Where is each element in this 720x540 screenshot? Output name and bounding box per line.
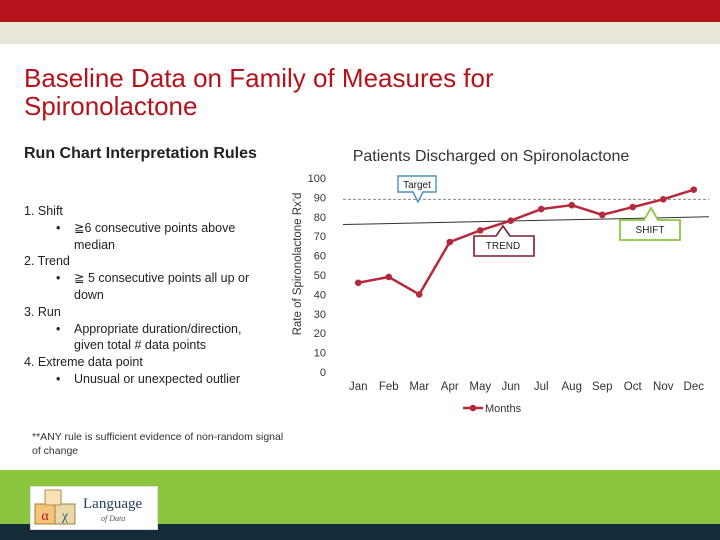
bullet: • — [56, 371, 61, 386]
bullet: • — [56, 220, 61, 235]
x-tick-label: Jun — [501, 381, 520, 393]
x-tick-label: Jul — [534, 381, 549, 393]
rule-detail-extreme: • Unusual or unexpected outlier — [24, 371, 274, 388]
rule-detail-trend: • ≧ 5 consecutive points all up or down — [24, 270, 274, 304]
target-callout-box — [397, 175, 437, 204]
y-tick-label: 100 — [308, 173, 326, 185]
trend-callout-label: TREND — [486, 241, 520, 252]
logo-word: Language — [83, 496, 143, 512]
y-tick-label: 30 — [314, 309, 326, 321]
rule-detail-run: • Appropriate duration/direction, given t… — [24, 321, 274, 355]
rule-label-trend: 2. Trend — [24, 254, 70, 269]
logo-block-alpha: α — [41, 509, 49, 524]
y-tick-label: 50 — [314, 270, 326, 282]
rules-list: 1. Shift • ≧6 consecutive points above me… — [24, 203, 274, 388]
y-tick-label: 60 — [314, 251, 326, 263]
x-tick-label: Dec — [684, 381, 705, 393]
shift-callout-box — [619, 206, 681, 241]
data-point — [507, 217, 515, 224]
rule-detail-text: ≧ 5 consecutive points all up or down — [74, 271, 250, 302]
x-tick-label: Oct — [624, 381, 643, 393]
rule-detail-text: Appropriate duration/direction, given to… — [74, 321, 242, 353]
data-point — [568, 201, 576, 209]
legend-swatch-point — [469, 404, 477, 412]
data-point — [476, 227, 484, 234]
rule-detail-text: ≧6 consecutive points above median — [74, 220, 236, 252]
trend-callout-box — [473, 224, 535, 257]
data-point — [598, 211, 606, 219]
top-band — [0, 22, 720, 44]
target-callout-label: Target — [403, 180, 431, 191]
logo-block-chi: χ — [61, 509, 69, 524]
data-point — [385, 273, 393, 281]
logo-sub: of Data — [101, 514, 126, 523]
bottom-dark-band — [0, 524, 720, 540]
data-point — [690, 186, 698, 193]
y-tick-label: 40 — [314, 289, 326, 301]
language-of-data-logo: α χ Language of Data — [30, 486, 158, 530]
data-point — [537, 205, 545, 213]
footnote: **ANY rule is sufficient evidence of non… — [32, 431, 284, 457]
bullet: • — [56, 321, 61, 336]
data-point — [659, 196, 667, 203]
y-tick-label: 80 — [314, 212, 326, 224]
rules-heading: Run Chart Interpretation Rules — [24, 145, 257, 162]
rule-label-shift: 1. Shift — [24, 204, 63, 218]
rule-detail-shift: • ≧6 consecutive points above median — [24, 220, 274, 254]
data-point — [354, 279, 362, 287]
y-tick-label: 10 — [314, 348, 326, 360]
x-tick-label: Sep — [592, 381, 612, 393]
x-tick-label: Feb — [379, 381, 399, 393]
letter-blocks-icon: α χ — [34, 489, 76, 525]
x-tick-label: Nov — [653, 381, 674, 393]
y-tick-label: 0 — [320, 367, 326, 379]
y-axis-label: Rate of Spironolactone Rx'd — [292, 193, 304, 336]
y-tick-label: 20 — [314, 328, 326, 340]
rule-label-run: 3. Run — [24, 304, 61, 319]
x-tick-label: Jan — [349, 381, 368, 393]
rule-detail-text: Unusual or unexpected outlier — [74, 371, 241, 386]
x-tick-label: Aug — [562, 381, 582, 393]
bullet: • — [56, 271, 61, 286]
legend-label: Months — [485, 403, 522, 415]
data-point — [446, 238, 454, 246]
series-line — [358, 188, 695, 297]
y-tick-label: 90 — [314, 192, 326, 204]
data-point — [629, 203, 637, 211]
slide-title: Baseline Data on Family of Measures for … — [24, 63, 494, 121]
x-tick-label: May — [469, 381, 491, 393]
x-tick-label: Apr — [441, 381, 459, 393]
x-tick-label: Mar — [409, 381, 429, 393]
chart-title: Patients Discharged on Spironolactone — [353, 148, 630, 165]
data-point — [415, 291, 423, 298]
shift-callout-label: SHIFT — [636, 225, 665, 236]
rule-label-extreme: 4. Extreme data point — [24, 355, 143, 370]
top-accent-bar — [0, 0, 720, 22]
y-tick-label: 70 — [314, 231, 326, 243]
